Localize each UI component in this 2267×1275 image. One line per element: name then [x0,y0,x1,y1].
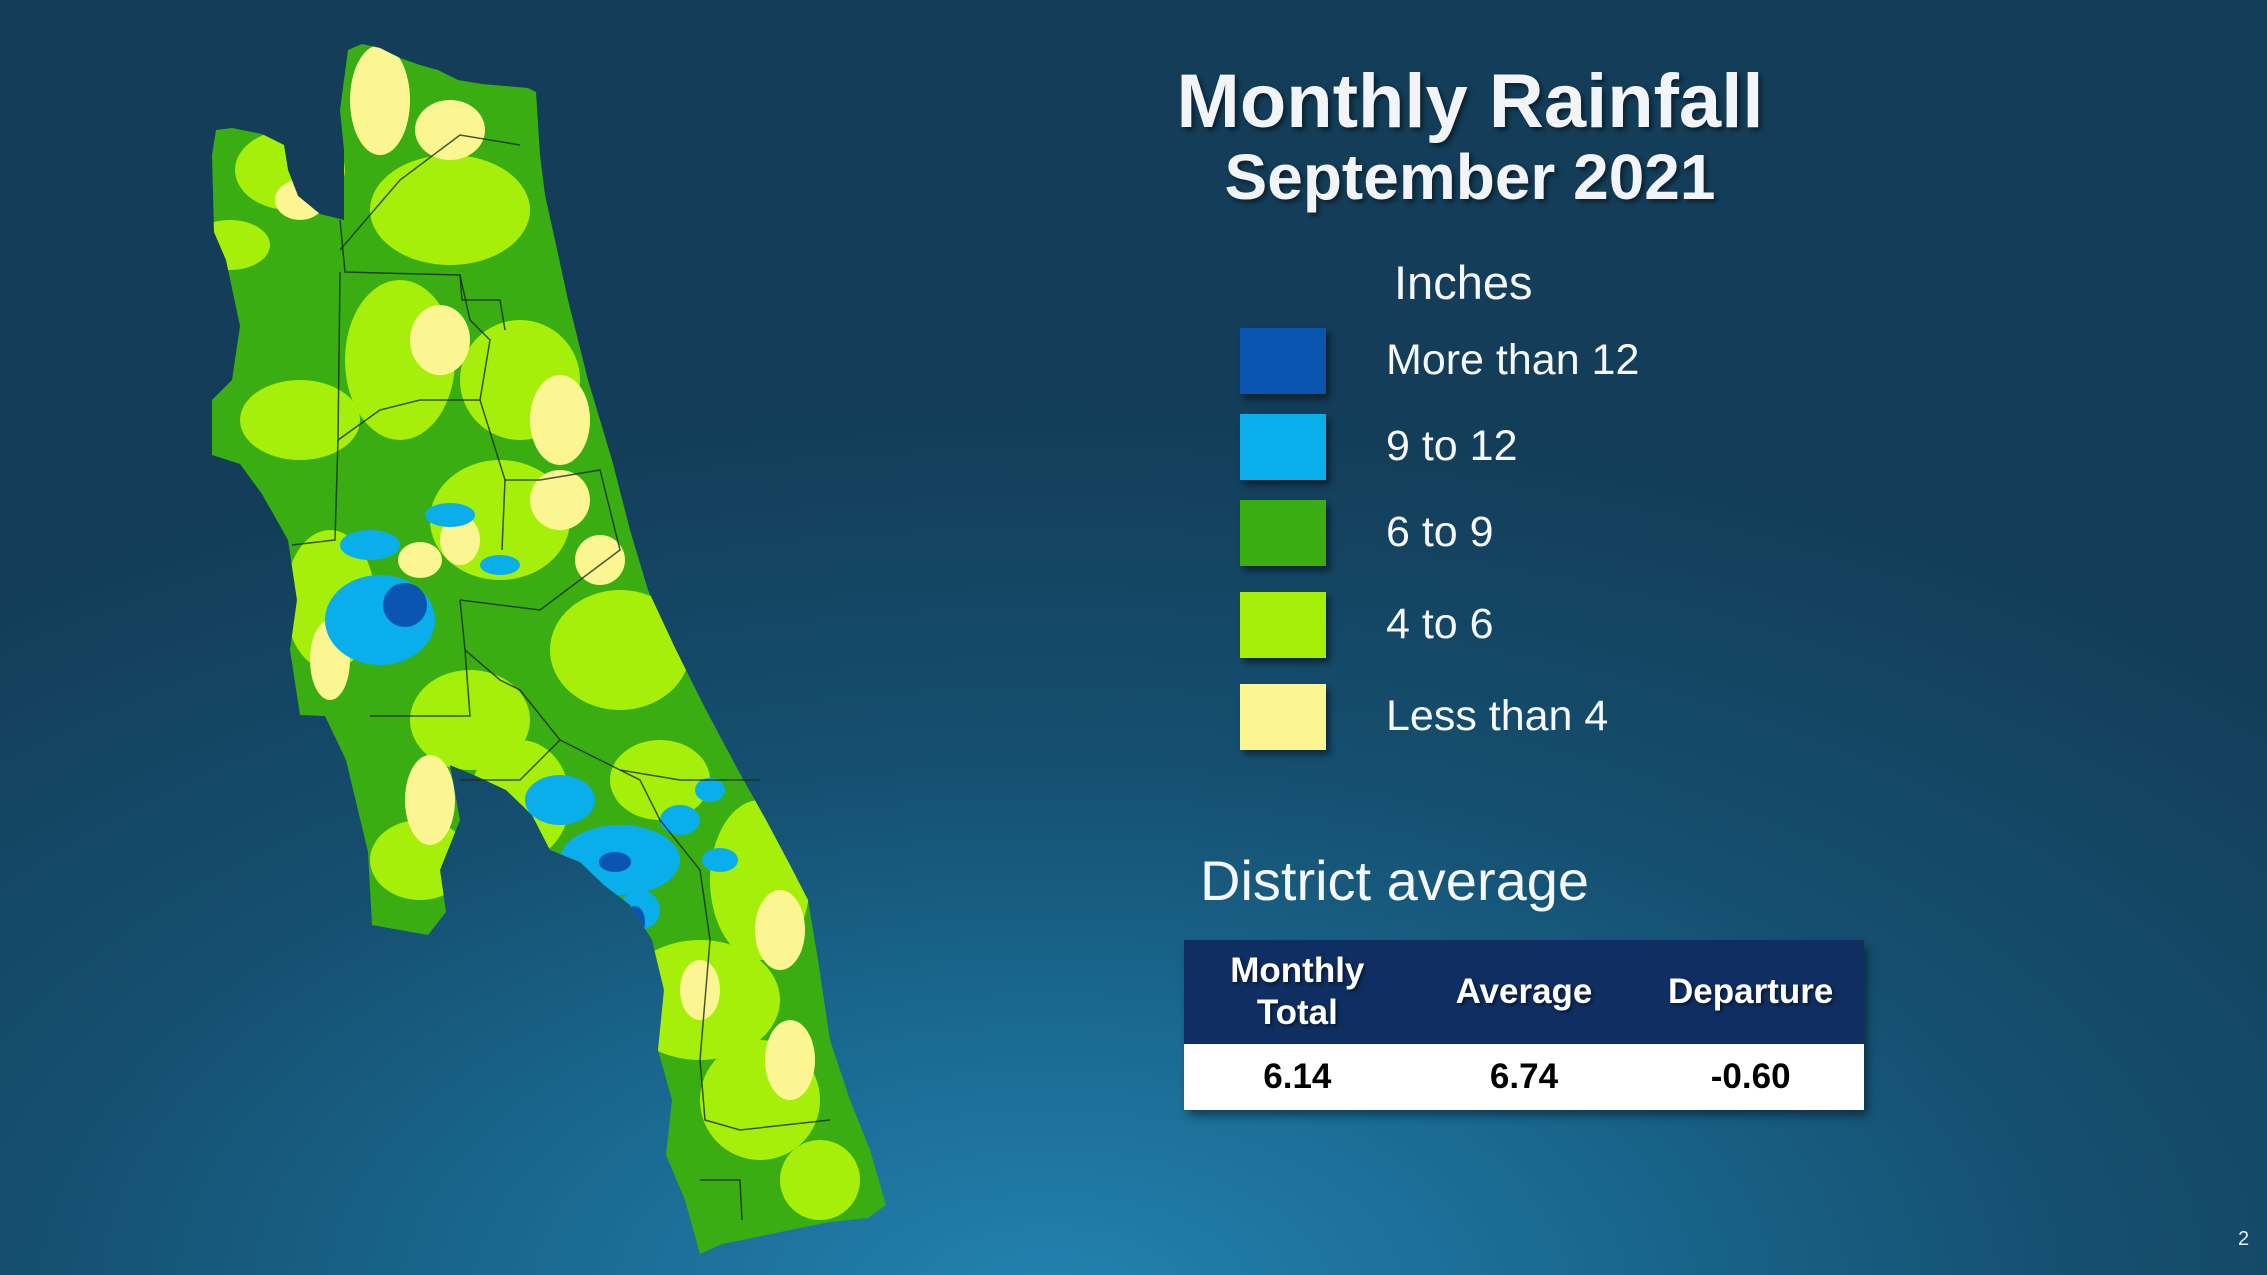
page-number: 2 [2238,1228,2250,1250]
map-subtitle: September 2021 [1224,141,1716,213]
value-average: 6.74 [1410,1044,1638,1110]
rainfall-zones [212,44,886,1254]
legend-label: More than 12 [1386,336,1640,384]
header-departure: Departure [1637,940,1864,1044]
legend-item-9-to-12: 9 to 12 [1240,414,1840,484]
legend-swatch [1240,500,1326,566]
legend-item-less-than-4: Less than 4 [1240,684,1840,754]
header-average: Average [1410,940,1638,1044]
legend-item-more-than-12: More than 12 [1240,328,1840,398]
legend-label: 4 to 6 [1386,600,1494,648]
legend-label: 6 to 9 [1386,508,1494,556]
district-average-heading: District average [1200,849,1590,912]
value-monthly-total: 6.14 [1184,1044,1411,1110]
header-monthly-total: Monthly Total [1184,940,1411,1044]
legend-swatch [1240,684,1326,750]
legend-label: 9 to 12 [1386,422,1518,470]
value-departure: -0.60 [1637,1044,1864,1110]
legend-swatch [1240,414,1326,480]
county-boundaries [291,134,831,1221]
rainfall-map [212,44,886,1254]
legend-swatch [1240,328,1326,394]
legend-title: Inches [1394,256,1533,309]
table-header-row: Monthly Total Average Departure [1184,940,1864,1044]
legend-swatch [1240,592,1326,658]
map-title: Monthly Rainfall [1176,59,1764,144]
legend-item-6-to-9: 6 to 9 [1240,500,1840,570]
table-row: 6.14 6.74 -0.60 [1184,1044,1864,1110]
legend-item-4-to-6: 4 to 6 [1240,592,1840,662]
legend-label: Less than 4 [1386,692,1609,740]
district-average-table: Monthly Total Average Departure 6.14 6.7… [1184,940,1864,1110]
